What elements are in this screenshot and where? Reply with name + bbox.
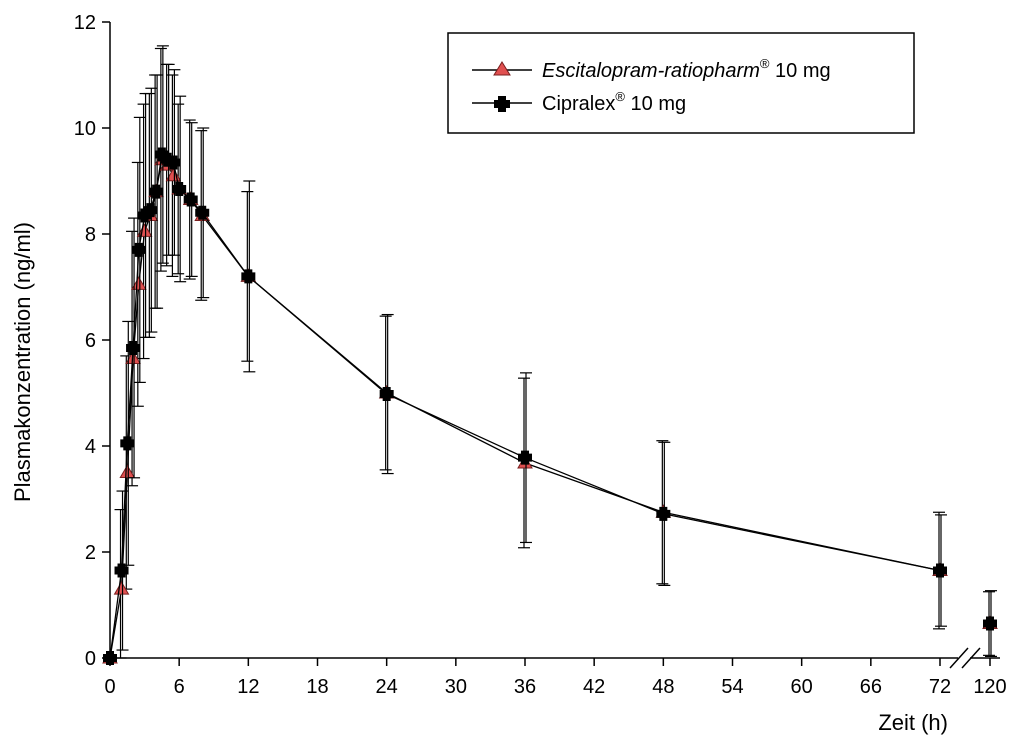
x-axis-break-mark: [961, 647, 981, 669]
x-tick-label: 6: [174, 676, 185, 698]
x-tick-label-break: 120: [973, 676, 1006, 698]
legend-label-series-1-name: Escitalopram-ratiopharm: [542, 60, 760, 82]
legend-label-series-1-suffix: 10 mg: [769, 60, 830, 82]
legend-label-series-2-name: Cipralex: [542, 93, 615, 115]
data-point-triangle: [130, 276, 147, 290]
x-tick-label: 60: [791, 676, 813, 698]
data-point-triangle: [113, 581, 130, 595]
legend-label-series-1-sup: ®: [760, 56, 770, 71]
x-tick-label: 0: [104, 676, 115, 698]
data-point-cross: [983, 616, 997, 631]
x-tick-label: 18: [306, 676, 328, 698]
data-point-cross: [131, 242, 146, 257]
series-line: [109, 158, 941, 659]
x-tick-label: 48: [652, 676, 674, 698]
data-point-cross: [126, 340, 141, 355]
data-point-cross: [518, 450, 532, 465]
series-line: [109, 153, 941, 659]
y-axis-title: Plasmakonzentration (ng/ml): [10, 222, 35, 502]
data-point-cross: [933, 563, 947, 578]
legend-label-series-2-sup: ®: [615, 89, 625, 104]
data-point-cross: [656, 506, 671, 521]
y-tick-label: 8: [85, 224, 96, 246]
data-point-triangle: [119, 464, 136, 478]
x-tick-label: 24: [376, 676, 398, 698]
legend-label-series-2: Cipralex® 10 mg: [542, 89, 686, 115]
y-tick-label: 12: [74, 12, 96, 34]
data-point-cross: [379, 387, 394, 402]
data-point-cross: [114, 563, 129, 578]
data-point-cross: [143, 203, 158, 218]
y-tick-label: 2: [85, 542, 96, 564]
legend-box: [447, 32, 915, 134]
series-1: [102, 47, 998, 664]
data-point-cross: [120, 436, 135, 451]
data-layer: [102, 45, 998, 665]
legend-marker-series-2: [494, 96, 510, 112]
x-tick-label: 30: [445, 676, 467, 698]
x-tick-label: 36: [514, 676, 536, 698]
x-tick-label: 72: [929, 676, 951, 698]
y-tick-label: 10: [74, 118, 96, 140]
x-tick-label: 12: [237, 676, 259, 698]
y-tick-label: 4: [85, 436, 96, 458]
y-tick-label: 0: [85, 648, 96, 670]
x-tick-label: 66: [860, 676, 882, 698]
data-point-cross: [149, 184, 164, 199]
legend-marker-series-1: [493, 61, 511, 76]
y-tick-label: 6: [85, 330, 96, 352]
x-tick-label: 42: [583, 676, 605, 698]
x-axis-title: Zeit (h): [878, 710, 948, 735]
legend-label-series-2-suffix: 10 mg: [625, 93, 686, 115]
data-point-cross: [195, 205, 210, 220]
data-point-cross: [172, 181, 187, 196]
data-point-cross: [183, 192, 198, 207]
series-2: [103, 45, 997, 665]
data-point-cross: [241, 269, 256, 284]
data-point-cross: [166, 155, 181, 170]
legend: Escitalopram-ratiopharm® 10 mg Cipralex®…: [447, 32, 915, 134]
legend-label-series-1: Escitalopram-ratiopharm® 10 mg: [542, 56, 831, 82]
x-axis-break-mark: [949, 647, 969, 669]
x-tick-label: 54: [721, 676, 743, 698]
